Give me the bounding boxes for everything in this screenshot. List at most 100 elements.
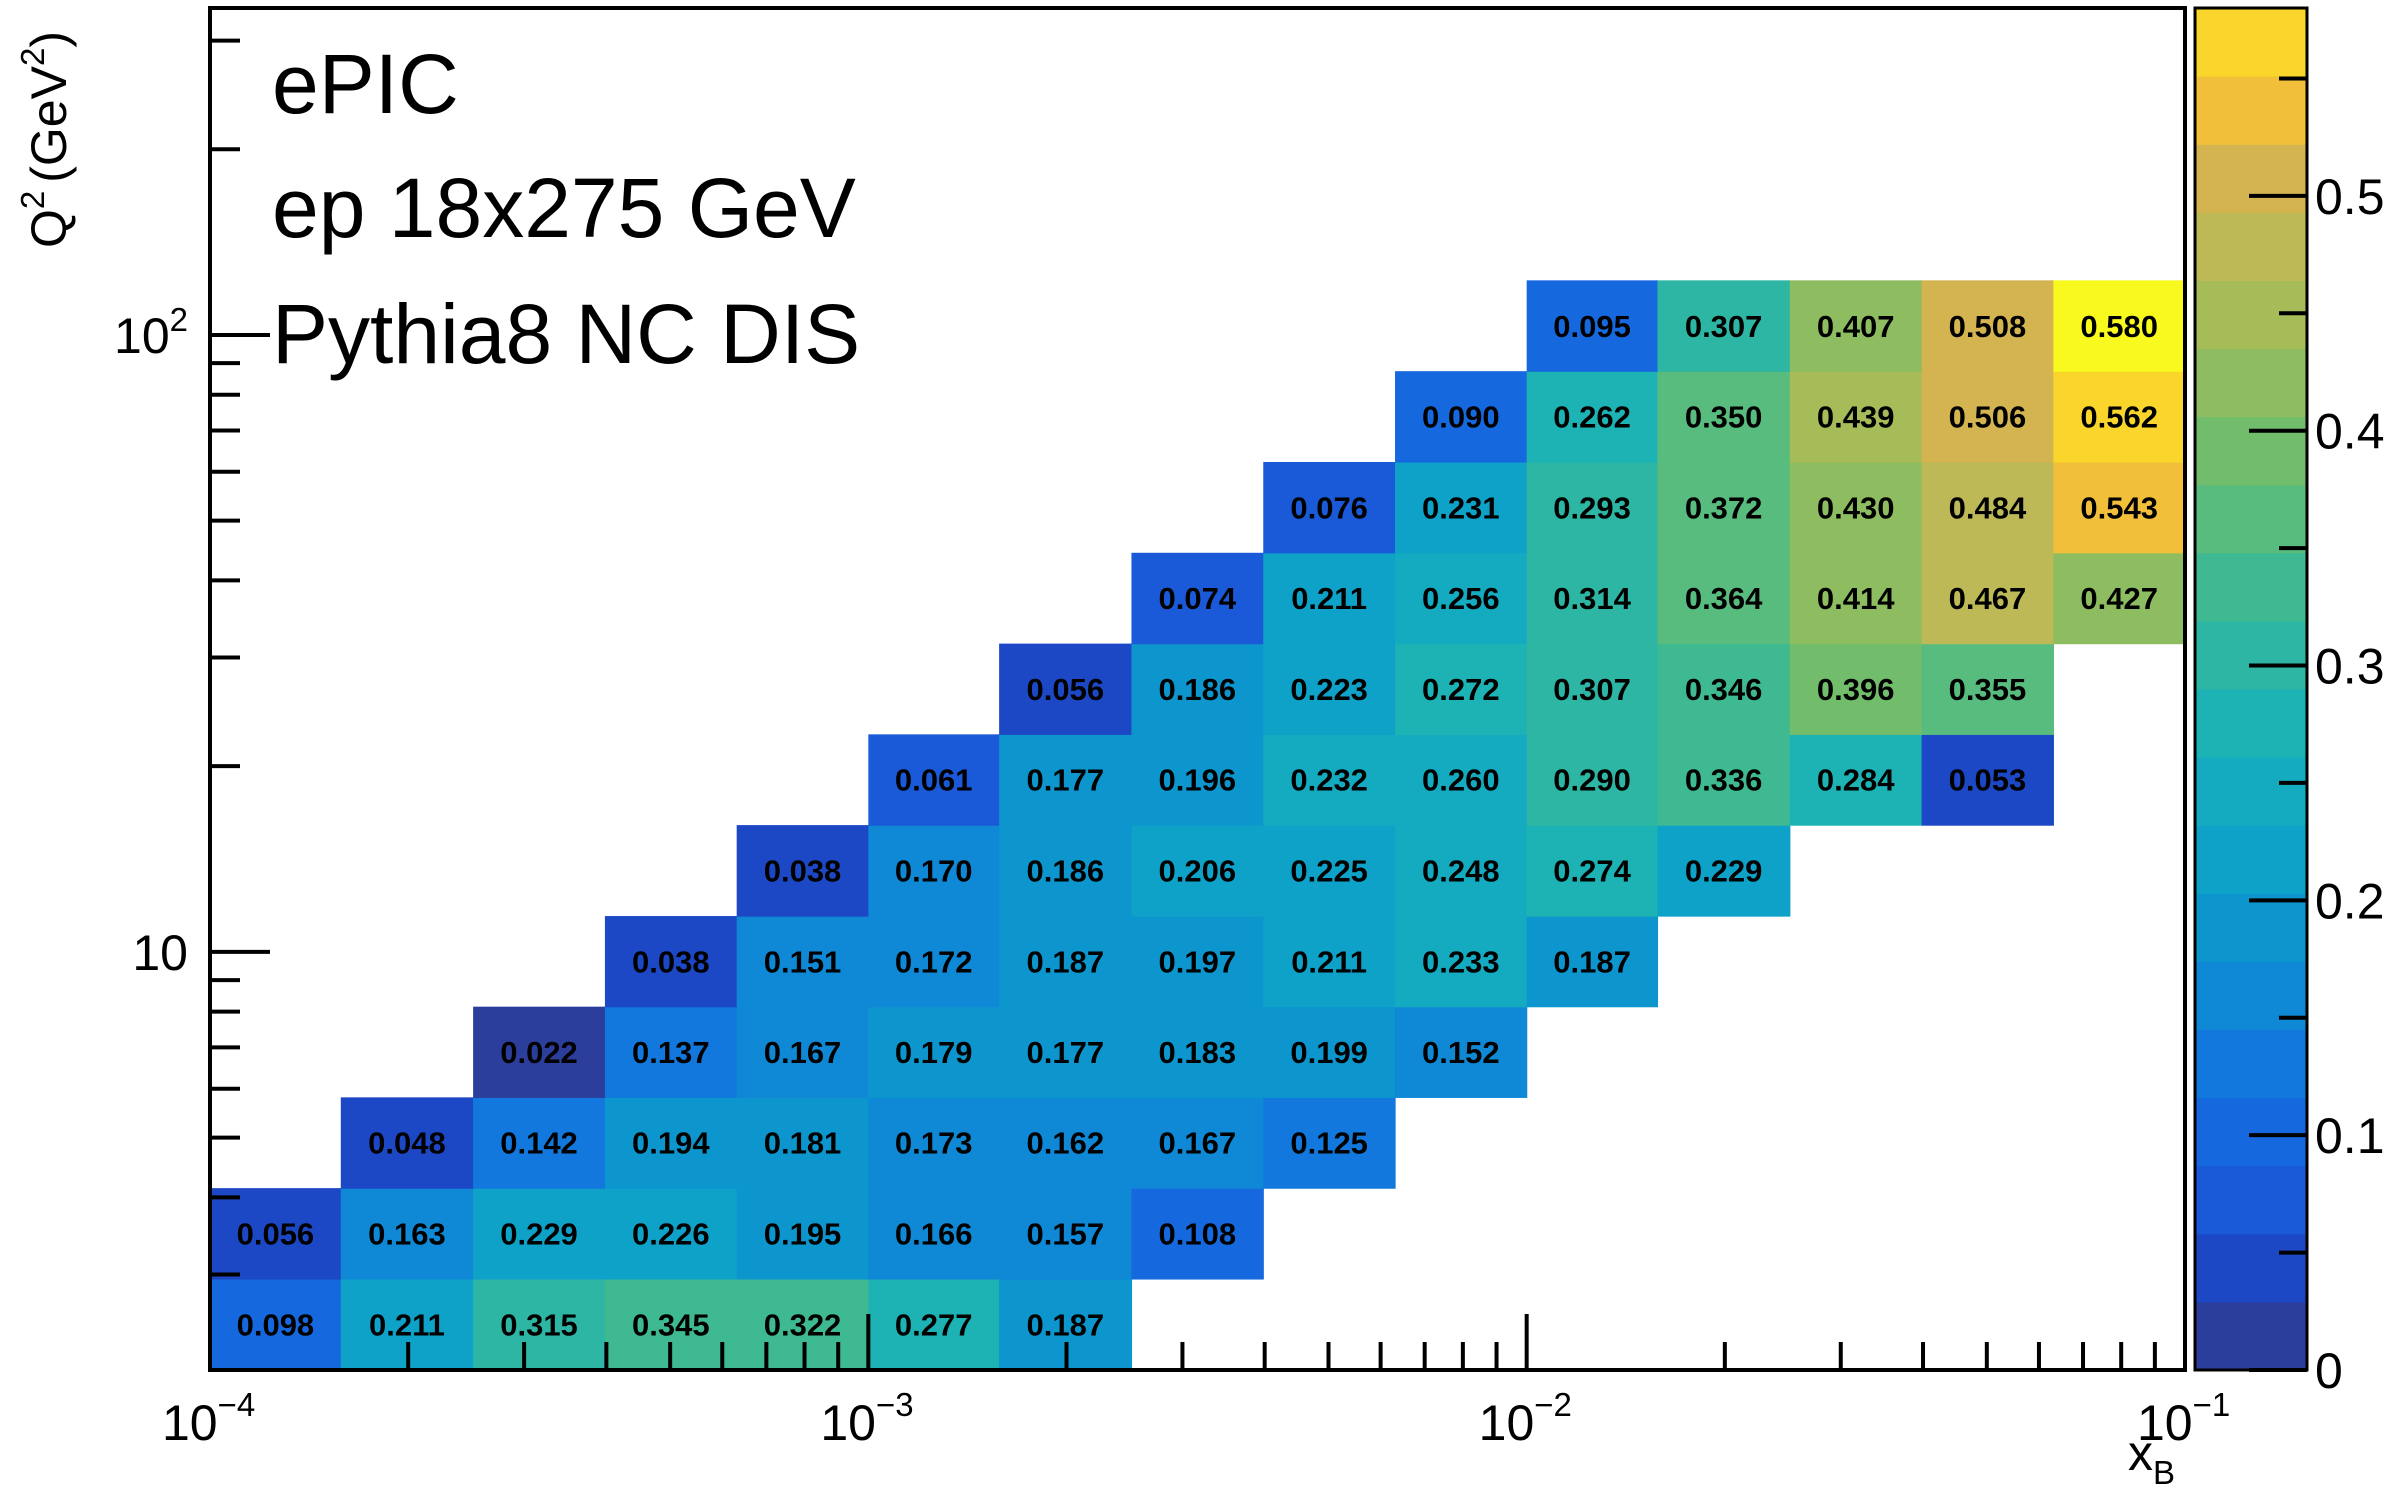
- heatmap-cell-label: 0.346: [1685, 672, 1763, 707]
- heatmap-cell: [2053, 371, 2186, 463]
- heatmap-cell: [1263, 643, 1396, 735]
- colorbar-segment: [2195, 348, 2307, 418]
- x-tick-label: 10−3: [820, 1386, 913, 1451]
- heatmap-cell-label: 0.167: [1159, 1126, 1237, 1161]
- colorbar-tick-label: 0.1: [2315, 1108, 2385, 1164]
- heatmap-cell-label: 0.053: [1949, 763, 2027, 798]
- heatmap-cell-label: 0.187: [1026, 944, 1104, 979]
- heatmap-cell-label: 0.206: [1159, 854, 1237, 889]
- heatmap-cell-label: 0.061: [895, 763, 973, 798]
- colorbar: [2195, 8, 2307, 1371]
- heatmap-cell-label: 0.195: [764, 1217, 842, 1252]
- heatmap-cell: [868, 1097, 1000, 1189]
- heatmap-cell-label: 0.290: [1553, 763, 1631, 798]
- heatmap-cell: [604, 916, 738, 1008]
- heatmap-cell-label: 0.396: [1817, 672, 1895, 707]
- x-axis-tick-labels: 10−4 10−3 10−2 10−1: [162, 1386, 2230, 1451]
- heatmap-cell-label: 0.229: [1685, 854, 1763, 889]
- colorbar-segment: [2195, 1029, 2307, 1099]
- colorbar-segment: [2195, 552, 2307, 622]
- heatmap-cell-label: 0.125: [1290, 1126, 1368, 1161]
- x-tick-label: 10−2: [1479, 1386, 1572, 1451]
- heatmap-cell-label: 0.314: [1553, 581, 1631, 616]
- y-axis-title-sup2: 2: [14, 48, 51, 66]
- x-tick-label: 10−1: [2137, 1386, 2230, 1451]
- plot-frame: [208, 6, 2187, 1372]
- heatmap-cell: [1526, 643, 1659, 735]
- annotation-experiment: ePIC: [272, 37, 459, 131]
- heatmap-cell-label: 0.076: [1290, 490, 1368, 525]
- y-axis-title-unit: (GeV: [21, 65, 77, 182]
- heatmap-cell: [1789, 371, 1923, 463]
- colorbar-segment: [2195, 757, 2307, 826]
- heatmap-cell-label: 0.211: [369, 1307, 445, 1342]
- heatmap-cell-label: 0.229: [500, 1217, 578, 1252]
- annotation-generator: Pythia8 NC DIS: [272, 287, 860, 381]
- heatmap-cell: [1131, 1006, 1264, 1098]
- heatmap-cell-label: 0.172: [895, 944, 973, 979]
- heatmap-cell-label: 0.157: [1026, 1217, 1104, 1252]
- heatmap-cell: [1657, 280, 1791, 372]
- heatmap-cell-label: 0.022: [500, 1035, 578, 1070]
- colorbar-segment: [2195, 484, 2307, 554]
- heatmap-cell-label: 0.162: [1026, 1126, 1104, 1161]
- colorbar-tick-label: 0.3: [2315, 639, 2385, 695]
- heatmap-cell: [1789, 734, 1923, 826]
- heatmap-cell: [1526, 280, 1659, 372]
- heatmap-cell: [1921, 280, 2054, 372]
- heatmap-cell-label: 0.142: [500, 1126, 578, 1161]
- heatmap-cell: [999, 916, 1133, 1008]
- heatmap-cell: [1263, 552, 1396, 645]
- heatmap-cell: [1263, 1097, 1396, 1189]
- heatmap-cell: [1657, 734, 1791, 826]
- heatmap-cell: [1131, 552, 1264, 645]
- heatmap-cell-labels: 0.098 0.211 0.315 0.345 0.322 0.277 0.187 0.056…: [237, 309, 2158, 1343]
- heatmap-cell-label: 0.508: [1949, 309, 2027, 344]
- heatmap-cell: [1526, 825, 1659, 917]
- colorbar-segment: [2195, 212, 2307, 281]
- colorbar-segment: [2195, 1165, 2307, 1235]
- plot-annotations: ePIC ep 18x275 GeV Pythia8 NC DIS: [272, 37, 860, 381]
- heatmap-cell: [1263, 1006, 1396, 1098]
- heatmap-cell: [1789, 280, 1923, 372]
- heatmap-cell-label: 0.056: [237, 1217, 315, 1252]
- heatmap-cell-label: 0.232: [1290, 763, 1368, 798]
- heatmap-cell-label: 0.293: [1553, 490, 1631, 525]
- heatmap-cell: [604, 1097, 738, 1189]
- heatmap-cell: [868, 734, 1000, 826]
- heatmap-cell-label: 0.315: [500, 1307, 578, 1342]
- heatmap-cell-label: 0.355: [1949, 672, 2027, 707]
- heatmap-cell-label: 0.177: [1026, 1035, 1104, 1070]
- heatmap-cell-label: 0.152: [1422, 1035, 1500, 1070]
- heatmap-cell: [2053, 552, 2186, 645]
- y-tick-label-base: 10: [132, 925, 188, 981]
- heatmap-cell: [1131, 825, 1264, 917]
- colorbar-tick-label: 0: [2315, 1343, 2343, 1399]
- heatmap-cell-label: 0.350: [1685, 400, 1763, 435]
- heatmap-cell: [1526, 461, 1659, 554]
- heatmap-cell: [868, 825, 1000, 917]
- heatmap-cell: [868, 1278, 1000, 1371]
- heatmap-cell: [1395, 916, 1528, 1008]
- heatmap-cell: [1395, 1006, 1528, 1098]
- heatmap-cell: [1921, 371, 2054, 463]
- heatmap-cell: [1131, 1188, 1264, 1280]
- heatmap-cell: [1395, 371, 1528, 463]
- heatmap-cell-label: 0.248: [1422, 854, 1500, 889]
- heatmap-cell: [1921, 734, 2054, 826]
- heatmap-cell: [1657, 552, 1791, 645]
- heatmap-cell-label: 0.307: [1553, 672, 1631, 707]
- heatmap-cell: [1657, 371, 1791, 463]
- heatmap-cell-label: 0.307: [1685, 309, 1763, 344]
- heatmap-cell: [2053, 280, 2186, 372]
- heatmap-cell-label: 0.277: [895, 1307, 973, 1342]
- y-axis-ticks: [210, 38, 270, 1277]
- heatmap-cell-label: 0.194: [632, 1126, 710, 1161]
- heatmap-cell-label: 0.187: [1026, 1307, 1104, 1342]
- heatmap-cell-label: 0.336: [1685, 763, 1763, 798]
- heatmap-cell-label: 0.038: [632, 944, 710, 979]
- heatmap-cell-label: 0.186: [1159, 672, 1237, 707]
- heatmap-cell-label: 0.226: [632, 1217, 710, 1252]
- x-axis-title-subscript: B: [2153, 1454, 2175, 1490]
